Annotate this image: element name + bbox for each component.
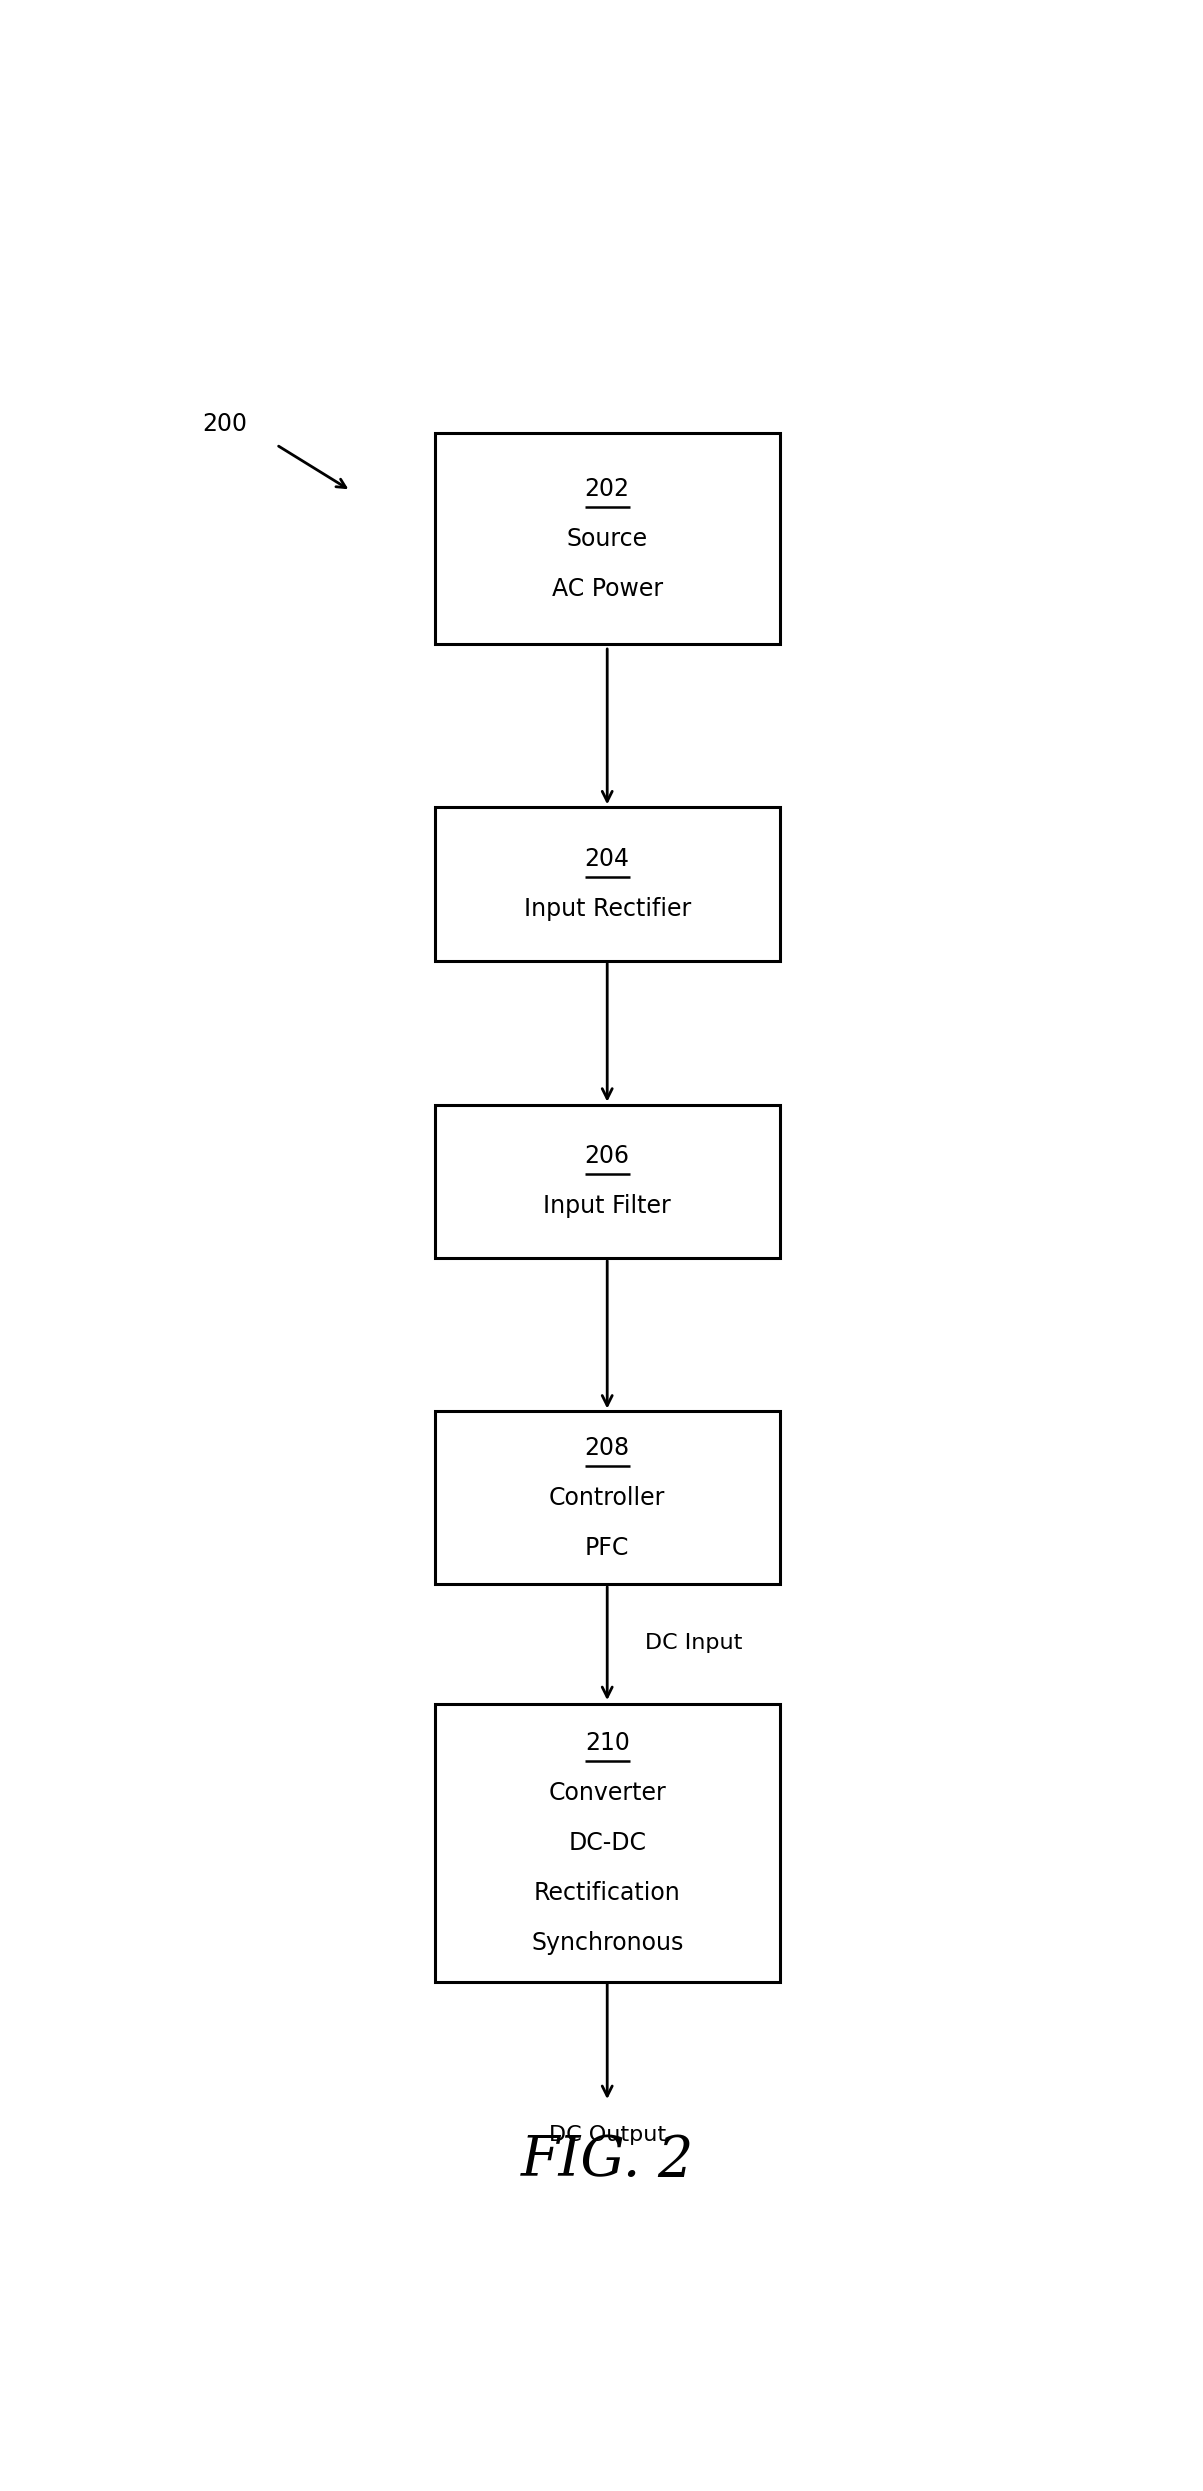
Text: Rectification: Rectification — [534, 1881, 681, 1906]
Text: Controller: Controller — [549, 1485, 665, 1510]
Text: Synchronous: Synchronous — [531, 1931, 683, 1955]
Text: AC Power: AC Power — [552, 575, 663, 600]
Text: 208: 208 — [585, 1435, 630, 1460]
Bar — [434, 807, 780, 962]
Text: PFC: PFC — [585, 1534, 629, 1559]
Text: DC Output: DC Output — [549, 2125, 665, 2145]
Text: DC-DC: DC-DC — [568, 1831, 646, 1856]
Text: Converter: Converter — [549, 1781, 666, 1806]
Text: 204: 204 — [585, 847, 629, 872]
Text: 202: 202 — [585, 476, 629, 501]
Text: Source: Source — [567, 526, 647, 551]
Bar — [434, 1704, 780, 1983]
Text: Input Filter: Input Filter — [544, 1193, 671, 1218]
Text: DC Input: DC Input — [645, 1634, 742, 1654]
Bar — [434, 1412, 780, 1584]
Bar — [434, 433, 780, 645]
Text: Input Rectifier: Input Rectifier — [523, 897, 691, 922]
Text: 200: 200 — [202, 411, 248, 436]
Bar — [434, 1104, 780, 1258]
Text: FIG. 2: FIG. 2 — [521, 2132, 694, 2187]
Text: 210: 210 — [585, 1731, 629, 1756]
Text: 206: 206 — [585, 1143, 629, 1168]
